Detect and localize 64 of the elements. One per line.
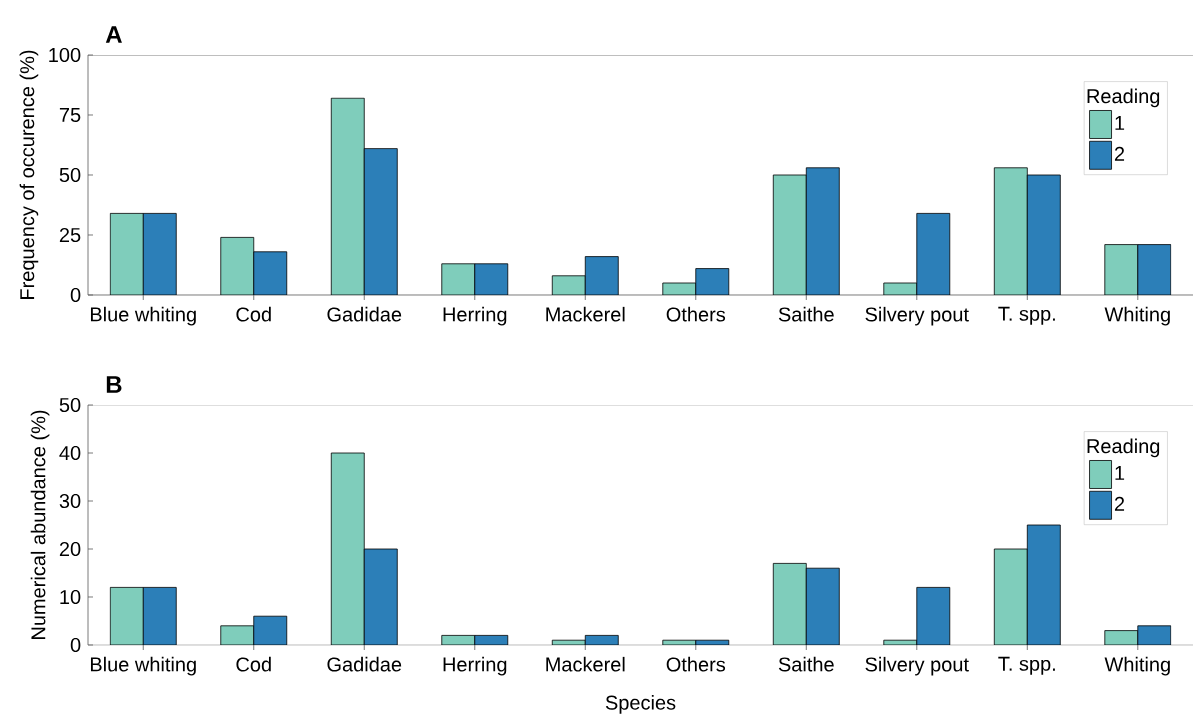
x-tick-label: Blue whiting xyxy=(90,656,196,676)
legend-label: 2 xyxy=(1114,146,1125,161)
x-tick-label: Mackerel xyxy=(546,656,625,672)
x-tick-label: Saithe xyxy=(778,306,834,322)
bar xyxy=(805,167,840,295)
bar xyxy=(253,251,288,295)
y-tick-label: 50 xyxy=(59,397,81,413)
bar xyxy=(1137,244,1172,295)
bar xyxy=(805,567,840,645)
bar xyxy=(142,587,177,645)
bar xyxy=(1026,524,1061,645)
x-tick-label: Others xyxy=(666,656,726,672)
x-tick-label: Gadidae xyxy=(327,306,402,322)
y-tick-label: 25 xyxy=(59,227,81,243)
bar xyxy=(1137,625,1172,645)
bar xyxy=(772,563,807,645)
x-axis-title: Species xyxy=(605,695,676,714)
legend-label: 2 xyxy=(1114,496,1125,511)
x-tick-label: Mackerel xyxy=(546,306,625,322)
bar xyxy=(363,148,398,295)
bar xyxy=(474,263,509,295)
bar xyxy=(584,256,619,295)
bar xyxy=(695,268,730,295)
bar xyxy=(916,212,951,295)
x-tick-label: Cod xyxy=(236,306,271,322)
bar xyxy=(253,615,288,645)
y-tick-label: 20 xyxy=(59,541,81,557)
x-tick-label: Herring xyxy=(443,306,507,326)
y-tick-label: 0 xyxy=(70,637,81,653)
y-tick-label: 0 xyxy=(70,287,81,303)
x-tick-label: Whiting xyxy=(1104,306,1170,326)
legend-label: 1 xyxy=(1115,466,1125,480)
y-axis-title: Numerical abundance (%) xyxy=(30,410,50,639)
x-tick-label: Silvery pout xyxy=(865,306,969,326)
y-tick-label: 100 xyxy=(49,47,81,63)
x-tick-label: Saithe xyxy=(778,656,834,672)
x-tick-label: Blue whiting xyxy=(90,306,196,326)
legend-label: 1 xyxy=(1115,116,1125,130)
bar xyxy=(220,625,255,645)
legend-title: Reading xyxy=(1087,88,1160,108)
legend-title: Reading xyxy=(1087,438,1160,458)
x-tick-label: T. spp. xyxy=(998,306,1055,325)
y-tick-label: 75 xyxy=(59,108,81,122)
y-tick-label: 50 xyxy=(59,167,81,183)
bar xyxy=(916,587,951,645)
x-tick-label: Silvery pout xyxy=(865,656,969,676)
x-tick-label: Gadidae xyxy=(327,656,402,672)
bar xyxy=(1026,174,1061,295)
bar xyxy=(330,452,365,645)
y-tick-label: 40 xyxy=(59,445,81,461)
x-tick-label: Whiting xyxy=(1104,656,1170,676)
bar xyxy=(363,548,398,645)
y-tick-label: 30 xyxy=(59,493,81,509)
x-tick-label: Cod xyxy=(236,656,271,672)
y-tick-label: 10 xyxy=(60,589,81,605)
bar xyxy=(993,548,1028,645)
x-tick-label: Herring xyxy=(443,656,507,676)
x-tick-label: T. spp. xyxy=(998,656,1055,675)
x-tick-label: Others xyxy=(666,306,726,322)
chart-title: B xyxy=(106,376,122,393)
bar xyxy=(109,587,144,645)
chart-title: A xyxy=(105,26,122,43)
y-axis-title: Frequency of occurence (%) xyxy=(19,50,39,299)
bar xyxy=(142,212,177,295)
